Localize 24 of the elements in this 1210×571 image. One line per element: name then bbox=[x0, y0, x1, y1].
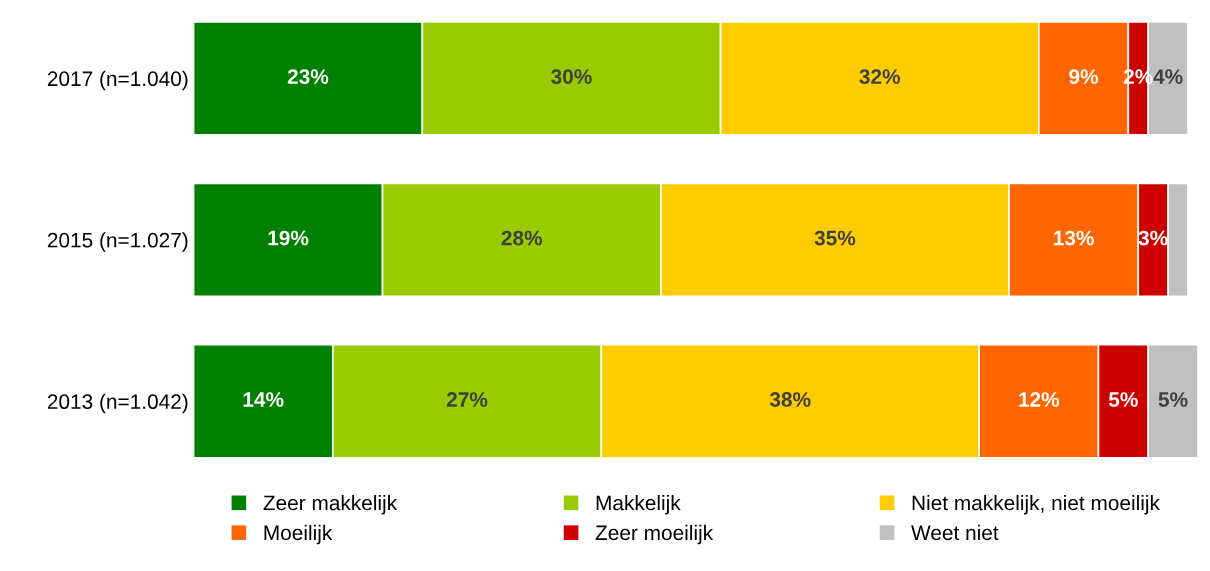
data-label: 32% bbox=[859, 69, 901, 84]
data-label: 23% bbox=[287, 69, 329, 84]
data-label: 35% bbox=[814, 230, 856, 246]
y-tick-label: 2013 (n=1.042) bbox=[47, 393, 188, 414]
data-label: 19% bbox=[268, 230, 309, 246]
data-label: 12% bbox=[1019, 392, 1060, 407]
legend-label: Zeer makkelijk bbox=[263, 495, 398, 515]
data-label: 5% bbox=[1108, 392, 1138, 407]
legend-label: Zeer moeilijk bbox=[595, 524, 714, 545]
data-label: 13% bbox=[1054, 230, 1094, 246]
data-label: 30% bbox=[551, 69, 592, 84]
legend-label: Weet niet bbox=[911, 524, 999, 541]
y-tick-label: 2015 (n=1.027) bbox=[47, 232, 188, 252]
data-label: 5% bbox=[1158, 392, 1188, 407]
legend-label: Makkelijk bbox=[596, 495, 681, 515]
legend-label: Moeilijk bbox=[264, 524, 333, 545]
data-label: 28% bbox=[501, 230, 543, 246]
data-label: 38% bbox=[769, 392, 811, 407]
data-label: 27% bbox=[446, 392, 488, 407]
data-label: 4% bbox=[1153, 69, 1183, 84]
data-label: 9% bbox=[1069, 69, 1099, 84]
y-tick-label: 2017 (n=1.040) bbox=[47, 70, 188, 91]
legend-label: Niet makkelijk, niet moeilijk bbox=[912, 495, 1160, 515]
data-label: 14% bbox=[243, 392, 284, 407]
